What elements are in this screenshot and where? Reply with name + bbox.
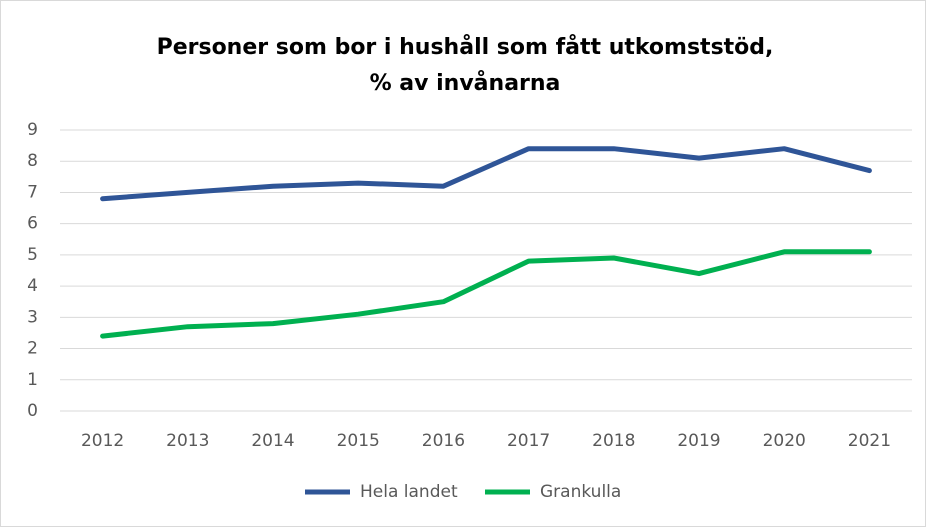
x-tick-label: 2021 xyxy=(848,431,891,451)
y-tick-label: 0 xyxy=(27,401,38,421)
y-tick-label: 6 xyxy=(27,214,38,234)
y-tick-label: 8 xyxy=(27,151,38,171)
y-tick-label: 5 xyxy=(27,245,38,265)
line-series xyxy=(100,146,872,202)
y-tick-label: 3 xyxy=(27,307,38,327)
x-tick-label: 2014 xyxy=(251,431,294,451)
chart-title: % av invånarna xyxy=(370,70,561,96)
x-tick-label: 2016 xyxy=(422,431,465,451)
x-tick-label: 2013 xyxy=(166,431,209,451)
x-tick-label: 2019 xyxy=(677,431,720,451)
x-tick-label: 2017 xyxy=(507,431,550,451)
y-tick-label: 1 xyxy=(27,370,38,390)
legend-label: Grankulla xyxy=(540,482,621,502)
legend-label: Hela landet xyxy=(360,482,458,502)
x-tick-label: 2012 xyxy=(81,431,124,451)
x-tick-label: 2020 xyxy=(763,431,806,451)
line-series xyxy=(100,249,872,339)
x-tick-label: 2018 xyxy=(592,431,635,451)
y-tick-label: 2 xyxy=(27,339,38,359)
x-tick-label: 2015 xyxy=(337,431,380,451)
y-tick-label: 9 xyxy=(27,120,38,140)
y-tick-label: 4 xyxy=(27,276,38,296)
chart-title: Personer som bor i hushåll som fått utko… xyxy=(157,34,774,60)
y-tick-label: 7 xyxy=(27,182,38,202)
